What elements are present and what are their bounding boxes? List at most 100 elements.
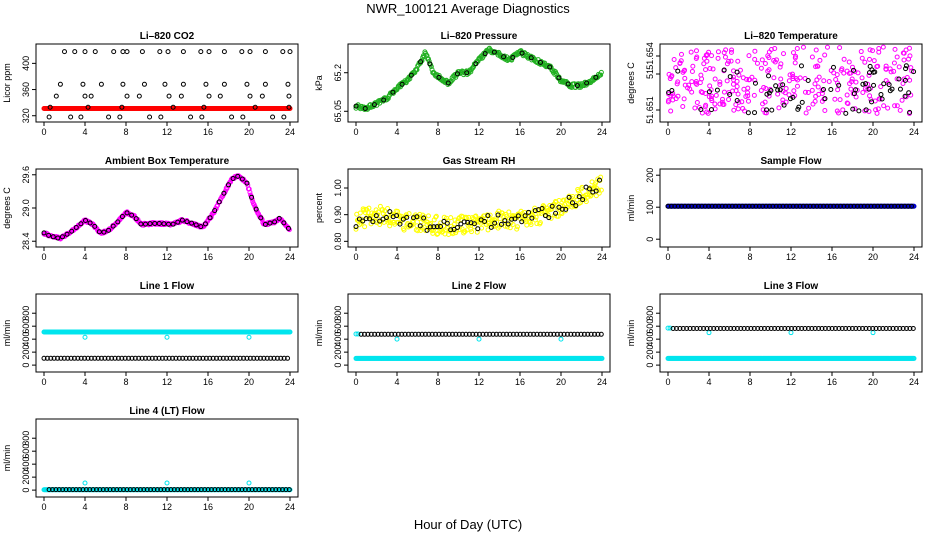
data-point-sample xyxy=(88,355,94,361)
data-point-raw xyxy=(891,68,897,74)
data-point-raw xyxy=(752,56,758,62)
x-tick-label: 4 xyxy=(82,252,87,262)
data-point-average xyxy=(41,230,47,236)
y-tick-label: 320 xyxy=(21,108,31,123)
data-point-cal-high xyxy=(157,49,163,55)
data-point-average xyxy=(547,64,553,70)
data-point-average xyxy=(59,234,65,240)
data-point-average xyxy=(528,55,534,61)
data-point-sample xyxy=(109,355,115,361)
data-point-average xyxy=(147,221,153,227)
data-point-raw xyxy=(463,215,469,221)
plot-area xyxy=(665,325,917,361)
y-tick-label: 0 xyxy=(645,363,655,368)
data-point-average xyxy=(827,203,833,209)
data-point-raw xyxy=(734,78,740,84)
data-point-sample xyxy=(402,331,408,337)
x-tick-label: 24 xyxy=(909,377,919,387)
data-point-raw xyxy=(817,57,823,63)
x-tick-label: 8 xyxy=(435,127,440,137)
data-point-average xyxy=(574,83,580,89)
data-point-raw xyxy=(598,72,604,78)
data-point-raw xyxy=(752,77,758,83)
data-point-raw xyxy=(828,68,834,74)
data-point-average xyxy=(905,203,911,209)
data-point-sample xyxy=(202,487,208,493)
data-point-sample xyxy=(487,331,493,337)
data-point-sample xyxy=(571,331,577,337)
y-tick-label: 200 xyxy=(21,470,31,485)
data-point-raw xyxy=(844,92,850,98)
data-point-average xyxy=(763,203,769,209)
data-point-ref xyxy=(85,104,91,110)
data-point-raw xyxy=(713,92,719,98)
y-tick-label: 1.00 xyxy=(333,179,343,197)
data-point-sample xyxy=(146,355,152,361)
data-point-raw xyxy=(870,48,876,54)
data-point-raw xyxy=(598,69,604,75)
data-point-raw xyxy=(728,49,734,55)
data-point-average xyxy=(863,81,869,87)
data-point-sample xyxy=(242,487,248,493)
data-point-raw xyxy=(894,103,900,109)
data-point-average xyxy=(898,203,904,209)
data-point-average xyxy=(373,213,379,219)
data-point-average xyxy=(752,110,758,116)
data-point-raw xyxy=(670,93,676,99)
data-point-sample xyxy=(887,325,893,331)
data-point-cal-high xyxy=(280,49,286,55)
y-axis-label: kPa xyxy=(314,75,324,91)
data-point-sample xyxy=(230,355,236,361)
data-point-zero xyxy=(78,114,84,120)
y-tick-label: 800 xyxy=(645,306,655,321)
data-point-average xyxy=(580,197,586,203)
data-point-raw xyxy=(773,57,779,63)
data-point-sample xyxy=(477,331,483,337)
y-tick-label: 200 xyxy=(645,168,655,183)
data-point-raw xyxy=(710,66,716,72)
page-title: NWR_100121 Average Diagnostics xyxy=(366,1,570,16)
plot-title: Line 4 (LT) Flow xyxy=(129,406,205,417)
x-tick-label: 8 xyxy=(435,377,440,387)
data-point-average xyxy=(820,87,826,93)
data-point-sample xyxy=(285,355,291,361)
data-point-raw xyxy=(735,106,741,112)
data-point-average xyxy=(777,87,783,93)
data-point-raw xyxy=(433,213,439,219)
data-point-average xyxy=(805,77,811,83)
data-point-sample xyxy=(232,487,238,493)
data-point-raw xyxy=(690,63,696,69)
data-point-raw xyxy=(430,230,436,236)
x-tick-label: 20 xyxy=(244,127,254,137)
data-point-average xyxy=(597,177,603,183)
y-axis-label: ml/min xyxy=(2,320,12,347)
data-point-sample xyxy=(207,355,213,361)
data-point-sample xyxy=(748,325,754,331)
data-point-average xyxy=(502,218,508,224)
data-point-average xyxy=(387,209,393,215)
data-point-sample xyxy=(55,355,61,361)
data-point-raw xyxy=(538,210,544,216)
y-tick-label: 600 xyxy=(21,319,31,334)
data-point-average xyxy=(895,203,901,209)
data-point-raw xyxy=(822,52,828,58)
data-point-bypass-dips xyxy=(82,334,88,340)
data-point-average xyxy=(822,96,828,102)
data-point-ref xyxy=(170,104,176,110)
y-tick-label: 65.05 xyxy=(333,100,343,123)
data-point-sample xyxy=(853,325,859,331)
data-point-average xyxy=(473,61,479,67)
data-point-sample xyxy=(178,487,184,493)
data-point-average xyxy=(444,220,450,226)
data-point-average xyxy=(407,222,413,228)
data-point-raw xyxy=(425,213,431,219)
data-point-average xyxy=(869,67,875,73)
data-point-sample xyxy=(247,355,253,361)
data-point-average xyxy=(189,220,195,226)
x-tick-label: 4 xyxy=(394,377,399,387)
data-point-raw xyxy=(707,65,713,71)
y-tick-label: 800 xyxy=(21,431,31,446)
data-point-average xyxy=(193,222,199,228)
data-point-raw xyxy=(824,44,830,50)
x-tick-label: 20 xyxy=(244,252,254,262)
